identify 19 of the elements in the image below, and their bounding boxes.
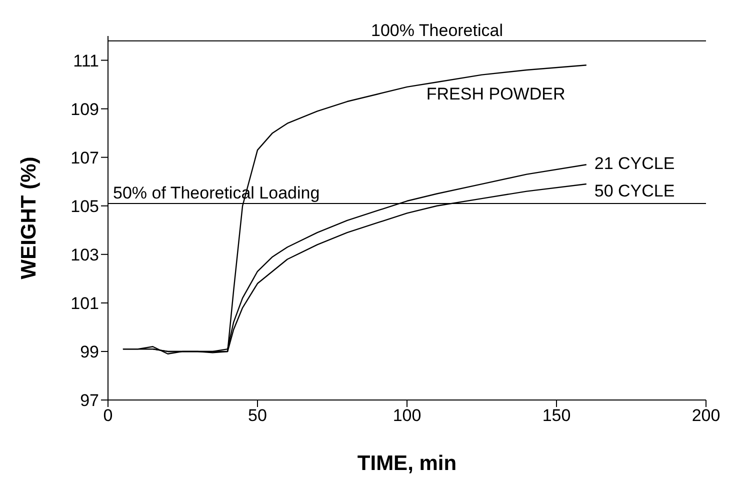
x-axis-title: TIME, min (357, 452, 457, 475)
y-axis-title: WEIGHT (%) (17, 156, 40, 280)
ref-line-label: 100% Theoretical (371, 20, 503, 40)
y-tick-label: 107 (70, 148, 99, 168)
x-tick-label: 200 (692, 406, 720, 426)
x-tick-label: 50 (248, 406, 267, 426)
y-tick-label: 99 (80, 342, 99, 362)
x-tick-label: 100 (392, 406, 422, 426)
y-tick-label: 111 (73, 51, 99, 70)
y-tick-label: 105 (70, 196, 99, 216)
series-label: 21 CYCLE (594, 154, 675, 174)
y-tick-label: 101 (70, 294, 99, 313)
x-tick-label: 150 (542, 406, 571, 426)
y-tick-label: 97 (80, 391, 99, 410)
y-tick-label: 109 (70, 100, 99, 119)
y-tick-label: 103 (70, 245, 99, 264)
x-tick-label: 0 (103, 406, 113, 426)
series-label: 50 CYCLE (594, 182, 675, 201)
series-label: FRESH POWDER (426, 84, 566, 104)
